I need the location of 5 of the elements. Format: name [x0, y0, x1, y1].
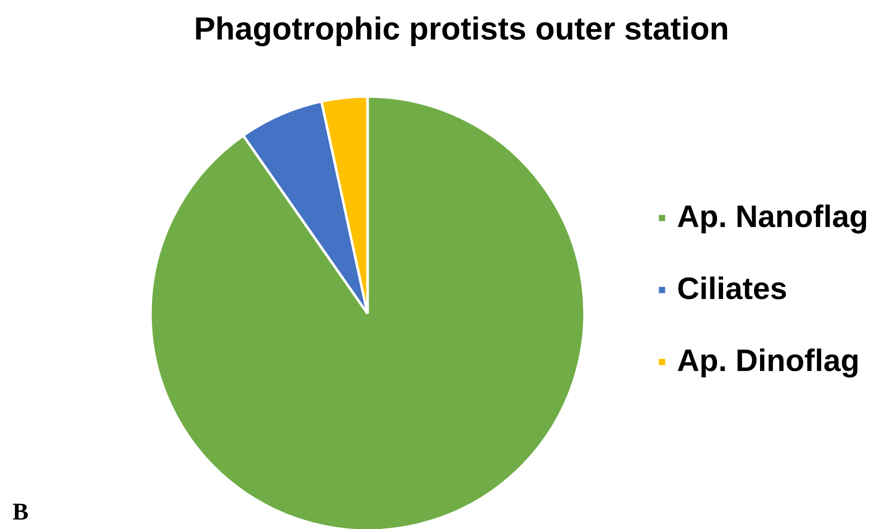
- chart-title: Phagotrophic protists outer station: [194, 10, 730, 46]
- legend-label: Ap. Dinoflag: [677, 343, 860, 379]
- text: B: [12, 500, 29, 526]
- legend-label: Ciliates: [677, 271, 788, 307]
- legend-label: Ap. Nanoflag: [677, 199, 868, 235]
